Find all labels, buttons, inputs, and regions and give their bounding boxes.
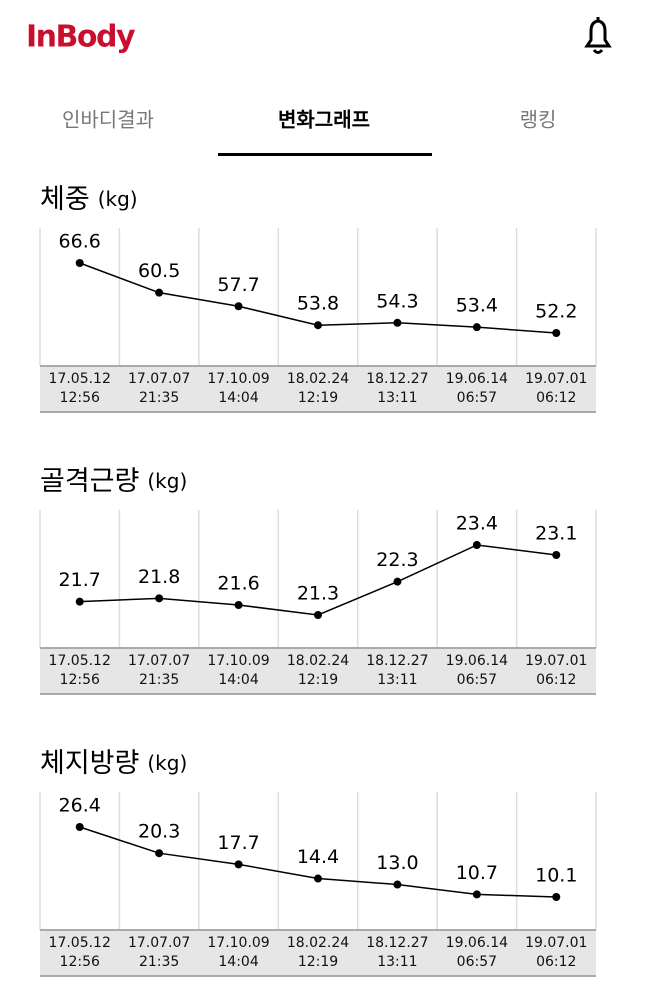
- data-label: 26.4: [59, 795, 101, 817]
- data-label: 23.1: [535, 523, 577, 545]
- data-label: 21.6: [217, 573, 259, 595]
- point: [552, 893, 561, 901]
- unit: (kg): [147, 469, 187, 493]
- x-tick-label: 17.07.07 21:35: [127, 653, 191, 688]
- label-band: [40, 648, 596, 694]
- data-label: 53.4: [456, 295, 498, 317]
- point: [234, 601, 243, 609]
- point: [393, 318, 402, 327]
- point: [234, 860, 243, 869]
- data-label: 57.7: [217, 274, 259, 296]
- x-tick-label: 19.06.14 06:57: [445, 653, 509, 688]
- x-tick-label: 18.02.24 12:19: [286, 371, 350, 406]
- tab[interactable]: 변화그래프: [278, 108, 370, 132]
- data-label: 13.0: [376, 852, 418, 874]
- x-tick-label: 18.12.27 13:11: [366, 653, 429, 688]
- point: [552, 551, 561, 559]
- data-label: 21.8: [138, 566, 180, 588]
- data-label: 21.3: [297, 583, 339, 605]
- data-label: 14.4: [297, 846, 339, 868]
- data-label: 60.5: [138, 260, 180, 282]
- title: 골격근량: [40, 466, 139, 497]
- x-tick-label: 18.02.24 12:19: [286, 935, 350, 970]
- x-tick-label: 17.07.07 21:35: [127, 935, 191, 970]
- point: [393, 577, 402, 586]
- point: [234, 302, 243, 311]
- data-label: 23.4: [456, 513, 498, 535]
- point: [314, 321, 322, 330]
- point: [75, 823, 84, 831]
- x-tick-label: 17.10.09 14:04: [207, 935, 270, 970]
- x-tick-label: 19.07.01 06:12: [525, 935, 588, 970]
- data-label: 21.7: [59, 569, 101, 591]
- point: [155, 288, 164, 297]
- data-label: 52.2: [535, 301, 577, 323]
- x-tick-label: 17.05.12 12:56: [48, 371, 111, 406]
- logo: InBody: [26, 20, 136, 55]
- x-tick-label: 18.12.27 13:11: [366, 371, 429, 406]
- data-label: 53.8: [297, 293, 339, 315]
- tab[interactable]: 랭킹: [520, 108, 557, 132]
- data-label: 66.6: [59, 231, 101, 253]
- x-tick-label: 17.07.07 21:35: [127, 371, 191, 406]
- tab-underline: [218, 153, 432, 156]
- title: 체지방량: [40, 748, 139, 779]
- x-tick-label: 19.07.01 06:12: [525, 371, 588, 406]
- data-label: 20.3: [138, 821, 180, 843]
- x-tick-label: 18.02.24 12:19: [286, 653, 350, 688]
- point: [155, 594, 164, 603]
- data-label: 22.3: [376, 549, 418, 571]
- point: [155, 849, 164, 858]
- data-label: 10.1: [535, 865, 577, 887]
- tab[interactable]: 인바디결과: [62, 108, 154, 132]
- point: [75, 259, 84, 267]
- bell-icon[interactable]: [584, 17, 612, 54]
- x-tick-label: 18.12.27 13:11: [366, 935, 429, 970]
- point: [393, 880, 402, 889]
- x-tick-label: 19.06.14 06:57: [445, 371, 509, 406]
- point: [472, 323, 481, 332]
- title: 체중: [40, 184, 90, 215]
- point: [472, 890, 481, 899]
- label-band: [40, 930, 596, 976]
- point: [314, 874, 322, 883]
- x-tick-label: 17.05.12 12:56: [48, 653, 111, 688]
- point: [552, 329, 561, 337]
- chart-title: 체지방량 (kg): [40, 748, 187, 779]
- x-tick-label: 19.06.14 06:57: [445, 935, 509, 970]
- unit: (kg): [147, 751, 187, 775]
- x-tick-label: 19.07.01 06:12: [525, 653, 588, 688]
- point: [314, 611, 322, 619]
- x-tick-label: 17.05.12 12:56: [48, 935, 111, 970]
- label-band: [40, 366, 596, 412]
- point: [75, 597, 84, 606]
- data-label: 17.7: [217, 832, 259, 854]
- point: [472, 541, 481, 549]
- chart-title: 골격근량 (kg): [40, 466, 187, 497]
- x-tick-label: 17.10.09 14:04: [207, 371, 270, 406]
- x-tick-label: 17.10.09 14:04: [207, 653, 270, 688]
- data-label: 10.7: [456, 862, 498, 884]
- chart-title: 체중 (kg): [40, 184, 138, 215]
- data-label: 54.3: [376, 290, 418, 312]
- unit: (kg): [98, 187, 138, 211]
